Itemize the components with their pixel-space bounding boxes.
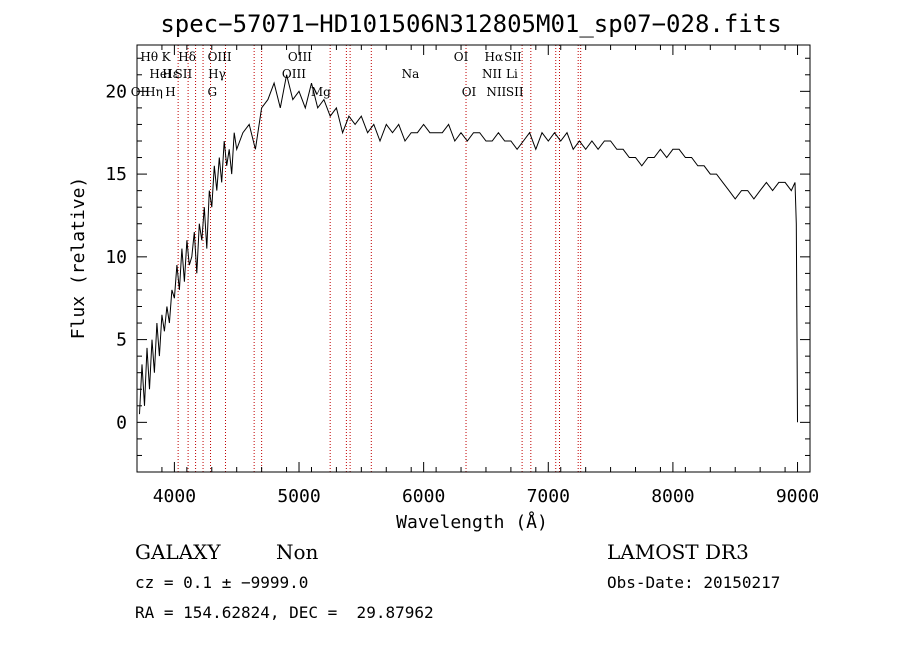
line-label-0: OII bbox=[131, 85, 151, 99]
x-tick-label-2: 6000 bbox=[402, 486, 445, 507]
line-label-14: Mg bbox=[311, 85, 331, 99]
line-label-20: NII bbox=[486, 85, 506, 99]
line-label-11: Hγ bbox=[208, 67, 226, 81]
object-subclass: Non bbox=[276, 540, 319, 564]
obs-date: Obs-Date: 20150217 bbox=[607, 573, 781, 592]
line-label-6: H bbox=[165, 85, 175, 99]
line-label-22: Li bbox=[506, 67, 518, 81]
x-axis-label: Wavelength (Å) bbox=[396, 511, 548, 533]
line-label-17: OI bbox=[462, 85, 477, 99]
line-label-13: OIII bbox=[282, 67, 306, 81]
line-label-21: SII bbox=[504, 50, 522, 64]
y-tick-label-3: 15 bbox=[105, 164, 127, 185]
line-markers bbox=[177, 45, 582, 472]
line-label-10: OIII bbox=[208, 50, 232, 64]
survey-name: LAMOST DR3 bbox=[607, 540, 749, 564]
y-axis-ticks: 0 5 10 15 20 bbox=[105, 57, 810, 456]
line-label-16: OI bbox=[454, 50, 469, 64]
x-tick-label-3: 7000 bbox=[527, 486, 570, 507]
y-tick-label-4: 20 bbox=[105, 81, 127, 102]
object-class: GALAXY bbox=[135, 540, 221, 564]
line-label-2: Hη bbox=[145, 85, 163, 99]
x-axis-ticks: 4000 5000 6000 7000 8000 9000 bbox=[136, 45, 819, 507]
line-label-3: Hε bbox=[162, 67, 179, 81]
line-label-12: OIII bbox=[288, 50, 312, 64]
line-label-7: Hδ bbox=[178, 50, 196, 64]
spectrum-chart: spec−57071−HD101506N312805M01_sp07−028.f… bbox=[68, 10, 819, 533]
chart-title: spec−57071−HD101506N312805M01_sp07−028.f… bbox=[160, 10, 781, 38]
x-tick-label-1: 5000 bbox=[277, 486, 320, 507]
line-label-15: Na bbox=[402, 67, 420, 81]
plot-frame bbox=[136, 44, 811, 473]
y-axis-label: Flux (relative) bbox=[68, 177, 89, 340]
y-tick-label-2: 10 bbox=[105, 247, 127, 268]
y-tick-label-0: 0 bbox=[116, 412, 127, 433]
line-label-23: SII bbox=[506, 85, 524, 99]
y-tick-label-1: 5 bbox=[116, 330, 127, 351]
spectrum-series-line bbox=[139, 74, 798, 423]
x-tick-label-4: 8000 bbox=[651, 486, 694, 507]
line-label-8: SII bbox=[175, 67, 193, 81]
line-label-5: K bbox=[162, 50, 172, 64]
x-tick-label-5: 9000 bbox=[776, 486, 819, 507]
ra-dec-line: RA = 154.62824, DEC = 29.87962 bbox=[135, 603, 434, 622]
line-label-18: Hα bbox=[485, 50, 504, 64]
line-label-9: G bbox=[207, 85, 217, 99]
line-label-1: Hθ bbox=[140, 50, 158, 64]
redshift-line: cz = 0.1 ± −9999.0 bbox=[135, 573, 309, 592]
line-label-4: HeI bbox=[149, 67, 172, 81]
line-label-19: NII bbox=[482, 67, 502, 81]
x-tick-label-0: 4000 bbox=[153, 486, 196, 507]
